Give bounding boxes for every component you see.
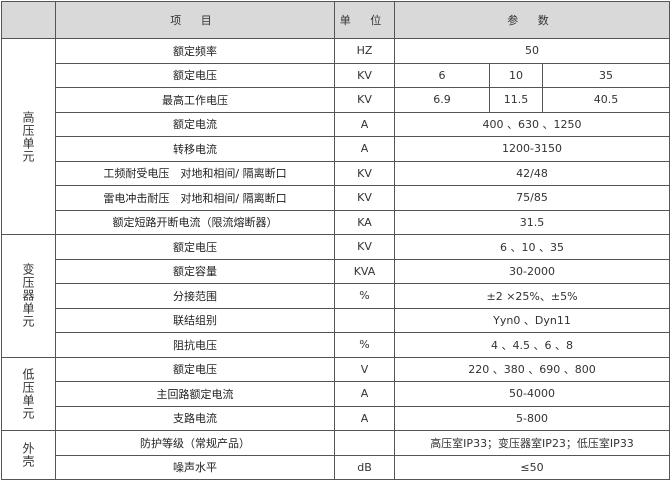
item-name: 主回路额定电流 (55, 381, 335, 407)
table-row: 雷电冲击耐压 对地和相间/ 隔离断口 KV 75/85 (2, 185, 670, 211)
param-value: 220 、380 、690 、800 (393, 356, 670, 382)
group-label: 高压单元 (1, 38, 56, 235)
group-label: 低压单元 (1, 356, 56, 431)
unit: KVA (334, 258, 395, 284)
param-value: 6.9 (394, 87, 490, 113)
table-row: 高压单元 额定频率 HZ 50 (1, 38, 670, 235)
unit: A (334, 405, 395, 431)
unit: A (334, 136, 395, 162)
unit: A (334, 381, 395, 407)
unit: % (334, 332, 395, 358)
param-value: 1200-3150 (393, 136, 670, 162)
unit: KV (334, 185, 395, 211)
header-item: 项 目 (55, 1, 335, 39)
param-value: 40.5 (541, 87, 670, 113)
unit: HZ (334, 38, 395, 64)
item-name: 额定频率 (55, 38, 335, 64)
param-value: 31.5 (393, 209, 670, 235)
item-name: 额定电流 (55, 111, 335, 137)
item-name: 工频耐受电压 对地和相间/ 隔离断口 (55, 160, 335, 186)
param-value: 50 (393, 38, 670, 64)
unit: KV (334, 234, 395, 260)
param-value: 75/85 (393, 185, 670, 211)
item-name: 阻抗电压 (55, 332, 335, 358)
param-value: Yyn0 、Dyn11 (393, 307, 670, 333)
unit: KV (334, 62, 395, 88)
param-value: 50-4000 (393, 381, 670, 407)
unit: V (334, 356, 395, 382)
param-value: 30-2000 (393, 258, 670, 284)
group-label: 外壳 (1, 430, 56, 480)
item-name: 噪声水平 (55, 454, 335, 480)
table-row: 最高工作电压 KV 6.9 11.5 40.5 (2, 87, 670, 113)
table-row: 额定短路开断电流（限流熔断器） KA 31.5 (2, 209, 670, 235)
item-name: 额定短路开断电流（限流熔断器） (55, 209, 335, 235)
item-name: 额定容量 (55, 258, 335, 284)
item-name: 额定电压 (55, 356, 335, 382)
unit: KV (334, 87, 395, 113)
table-row: 工频耐受电压 对地和相间/ 隔离断口 KV 42/48 (2, 160, 670, 186)
item-name: 雷电冲击耐压 对地和相间/ 隔离断口 (55, 185, 335, 211)
param-value: 6 (394, 62, 490, 88)
unit: KA (334, 209, 395, 235)
item-name: 额定电压 (55, 234, 335, 260)
unit (334, 430, 395, 456)
table-row: 变压器单元 额定电压 KV 6 、10 、35 (1, 234, 670, 358)
item-name: 最高工作电压 (55, 87, 335, 113)
table-row: 联结组别 Yyn0 、Dyn11 (2, 307, 670, 333)
param-value: 高压室IP33；变压器室IP23；低压室IP33 (393, 430, 670, 456)
item-name: 防护等级（常规产品） (55, 430, 335, 456)
param-value: 6 、10 、35 (393, 234, 670, 260)
table-header: 项 目 单 位 参 数 (1, 1, 670, 39)
unit: dB (334, 454, 395, 480)
header-group (1, 1, 56, 39)
param-value: 5-800 (393, 405, 670, 431)
table-row: 额定电压 KV 6 10 35 (2, 62, 670, 88)
table-row: 阻抗电压% 4 、4.5 、6 、8 (2, 332, 670, 358)
table-row: 转移电流 A 1200-3150 (2, 136, 670, 162)
param-value: 11.5 (489, 87, 543, 113)
table-row: 主回路额定电流 A 50-4000 (2, 381, 670, 407)
unit (334, 307, 395, 333)
table-row: 支路电流 A 5-800 (2, 405, 670, 431)
param-value: ≤50 (393, 454, 670, 480)
item-name: 分接范围 (55, 283, 335, 309)
unit: % (334, 283, 395, 309)
item-name: 额定电压 (55, 62, 335, 88)
unit: KV (334, 160, 395, 186)
table-row: 额定容量 KVA 30-2000 (2, 258, 670, 284)
param-value: 400 、630 、1250 (393, 111, 670, 137)
table-row: 低压单元 额定电压 V 220 、380 、690 、800 (1, 356, 670, 431)
header-unit: 单 位 (334, 1, 395, 39)
param-value: ±2 ×25%、±5% (393, 283, 670, 309)
table-row: 外壳 防护等级（常规产品） 高压室IP33；变压器室IP23；低压室IP33 (1, 430, 670, 480)
table-row: 额定电流 A 400 、630 、1250 (2, 111, 670, 137)
item-name: 联结组别 (55, 307, 335, 333)
table-row: 噪声水平 dB ≤50 (2, 454, 670, 480)
table-row: 分接范围% ±2 ×25%、±5% (2, 283, 670, 309)
unit: A (334, 111, 395, 137)
param-value: 35 (541, 62, 670, 88)
param-value: 42/48 (393, 160, 670, 186)
param-value: 10 (489, 62, 543, 88)
param-value: 4 、4.5 、6 、8 (393, 332, 670, 358)
header-param: 参 数 (393, 1, 670, 39)
item-name: 转移电流 (55, 136, 335, 162)
group-label: 变压器单元 (1, 234, 56, 358)
item-name: 支路电流 (55, 405, 335, 431)
